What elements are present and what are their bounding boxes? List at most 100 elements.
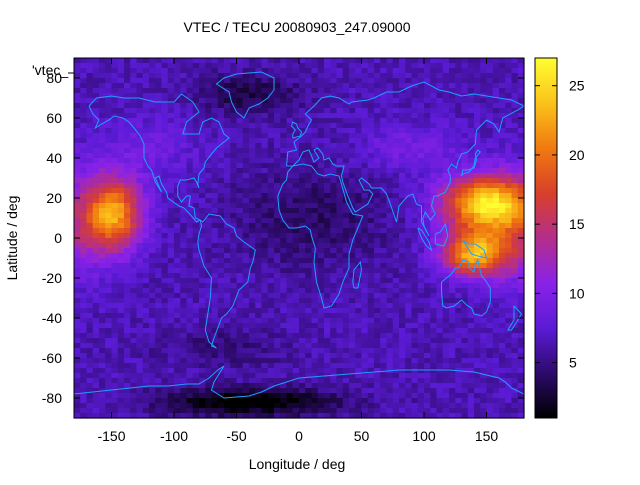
heatmap-cell — [474, 313, 481, 319]
heatmap-cell — [311, 163, 319, 169]
heatmap-cell — [192, 383, 200, 389]
heatmap-cell — [405, 223, 413, 229]
heatmap-cell — [392, 283, 400, 289]
heatmap-cell — [374, 268, 381, 274]
heatmap-cell — [386, 348, 394, 354]
heatmap-cell — [436, 348, 444, 354]
heatmap-cell — [480, 353, 488, 359]
heatmap-cell — [99, 218, 106, 224]
heatmap-cell — [149, 318, 156, 324]
heatmap-cell — [167, 213, 175, 219]
heatmap-cell — [130, 353, 138, 359]
heatmap-cell — [267, 228, 275, 234]
heatmap-cell — [205, 203, 213, 209]
heatmap-cell — [417, 98, 425, 104]
heatmap-cell — [467, 323, 475, 329]
heatmap-cell — [142, 143, 150, 149]
heatmap-cell — [267, 258, 275, 264]
heatmap-cell — [211, 213, 219, 219]
heatmap-cell — [274, 323, 281, 329]
heatmap-cell — [149, 398, 156, 404]
heatmap-cell — [74, 288, 81, 294]
heatmap-cell — [92, 283, 100, 289]
heatmap-cell — [224, 363, 231, 369]
heatmap-cell — [174, 248, 181, 254]
heatmap-cell — [117, 258, 125, 264]
heatmap-cell — [199, 178, 206, 184]
heatmap-cell — [186, 363, 194, 369]
heatmap-cell — [342, 153, 350, 159]
heatmap-cell — [180, 413, 188, 419]
heatmap-cell — [130, 318, 138, 324]
heatmap-cell — [117, 363, 125, 369]
heatmap-cell — [361, 183, 369, 189]
heatmap-cell — [424, 288, 431, 294]
heatmap-cell — [374, 343, 381, 349]
heatmap-cell — [124, 258, 131, 264]
heatmap-cell — [467, 373, 475, 379]
heatmap-cell — [186, 153, 194, 159]
heatmap-cell — [261, 338, 269, 344]
heatmap-cell — [386, 88, 394, 94]
heatmap-cell — [149, 308, 156, 314]
heatmap-cell — [242, 348, 250, 354]
heatmap-cell — [311, 403, 319, 409]
heatmap-cell — [336, 253, 344, 259]
heatmap-cell — [242, 368, 250, 374]
heatmap-cell — [155, 93, 163, 99]
heatmap-cell — [217, 98, 225, 104]
heatmap-cell — [205, 138, 213, 144]
heatmap-cell — [155, 118, 163, 124]
heatmap-cell — [217, 343, 225, 349]
heatmap-cell — [230, 258, 238, 264]
heatmap-cell — [474, 348, 481, 354]
heatmap-cell — [405, 388, 413, 394]
heatmap-cell — [417, 323, 425, 329]
heatmap-cell — [349, 288, 356, 294]
heatmap-cell — [392, 273, 400, 279]
heatmap-cell — [249, 283, 256, 289]
heatmap-cell — [336, 58, 344, 64]
heatmap-cell — [374, 293, 381, 299]
heatmap-cell — [361, 163, 369, 169]
heatmap-cell — [492, 258, 500, 264]
heatmap-cell — [80, 338, 88, 344]
heatmap-cell — [261, 403, 269, 409]
heatmap-cell — [430, 83, 438, 89]
heatmap-cell — [286, 63, 294, 69]
heatmap-cell — [236, 238, 244, 244]
heatmap-cell — [355, 93, 363, 99]
heatmap-cell — [242, 73, 250, 79]
heatmap-cell — [255, 223, 263, 229]
heatmap-cell — [230, 338, 238, 344]
heatmap-cell — [411, 58, 419, 64]
heatmap-cell — [286, 273, 294, 279]
heatmap-cell — [311, 68, 319, 74]
heatmap-cell — [74, 123, 81, 129]
heatmap-cell — [367, 243, 375, 249]
heatmap-cell — [305, 293, 313, 299]
heatmap-cell — [167, 178, 175, 184]
heatmap-cell — [117, 288, 125, 294]
heatmap-cell — [136, 393, 144, 399]
heatmap-cell — [286, 373, 294, 379]
heatmap-cell — [324, 103, 331, 109]
heatmap-cell — [349, 338, 356, 344]
heatmap-cell — [255, 283, 263, 289]
heatmap-cell — [461, 133, 469, 139]
heatmap-cell — [367, 333, 375, 339]
heatmap-cell — [224, 328, 231, 334]
heatmap-cell — [86, 158, 94, 164]
heatmap-cell — [361, 123, 369, 129]
heatmap-cell — [80, 383, 88, 389]
heatmap-cell — [361, 253, 369, 259]
heatmap-cell — [117, 183, 125, 189]
heatmap-cell — [330, 88, 338, 94]
heatmap-cell — [474, 368, 481, 374]
heatmap-cell — [386, 383, 394, 389]
heatmap-cell — [230, 298, 238, 304]
heatmap-cell — [267, 378, 275, 384]
heatmap-cell — [217, 123, 225, 129]
heatmap-cell — [199, 223, 206, 229]
heatmap-cell — [105, 238, 113, 244]
